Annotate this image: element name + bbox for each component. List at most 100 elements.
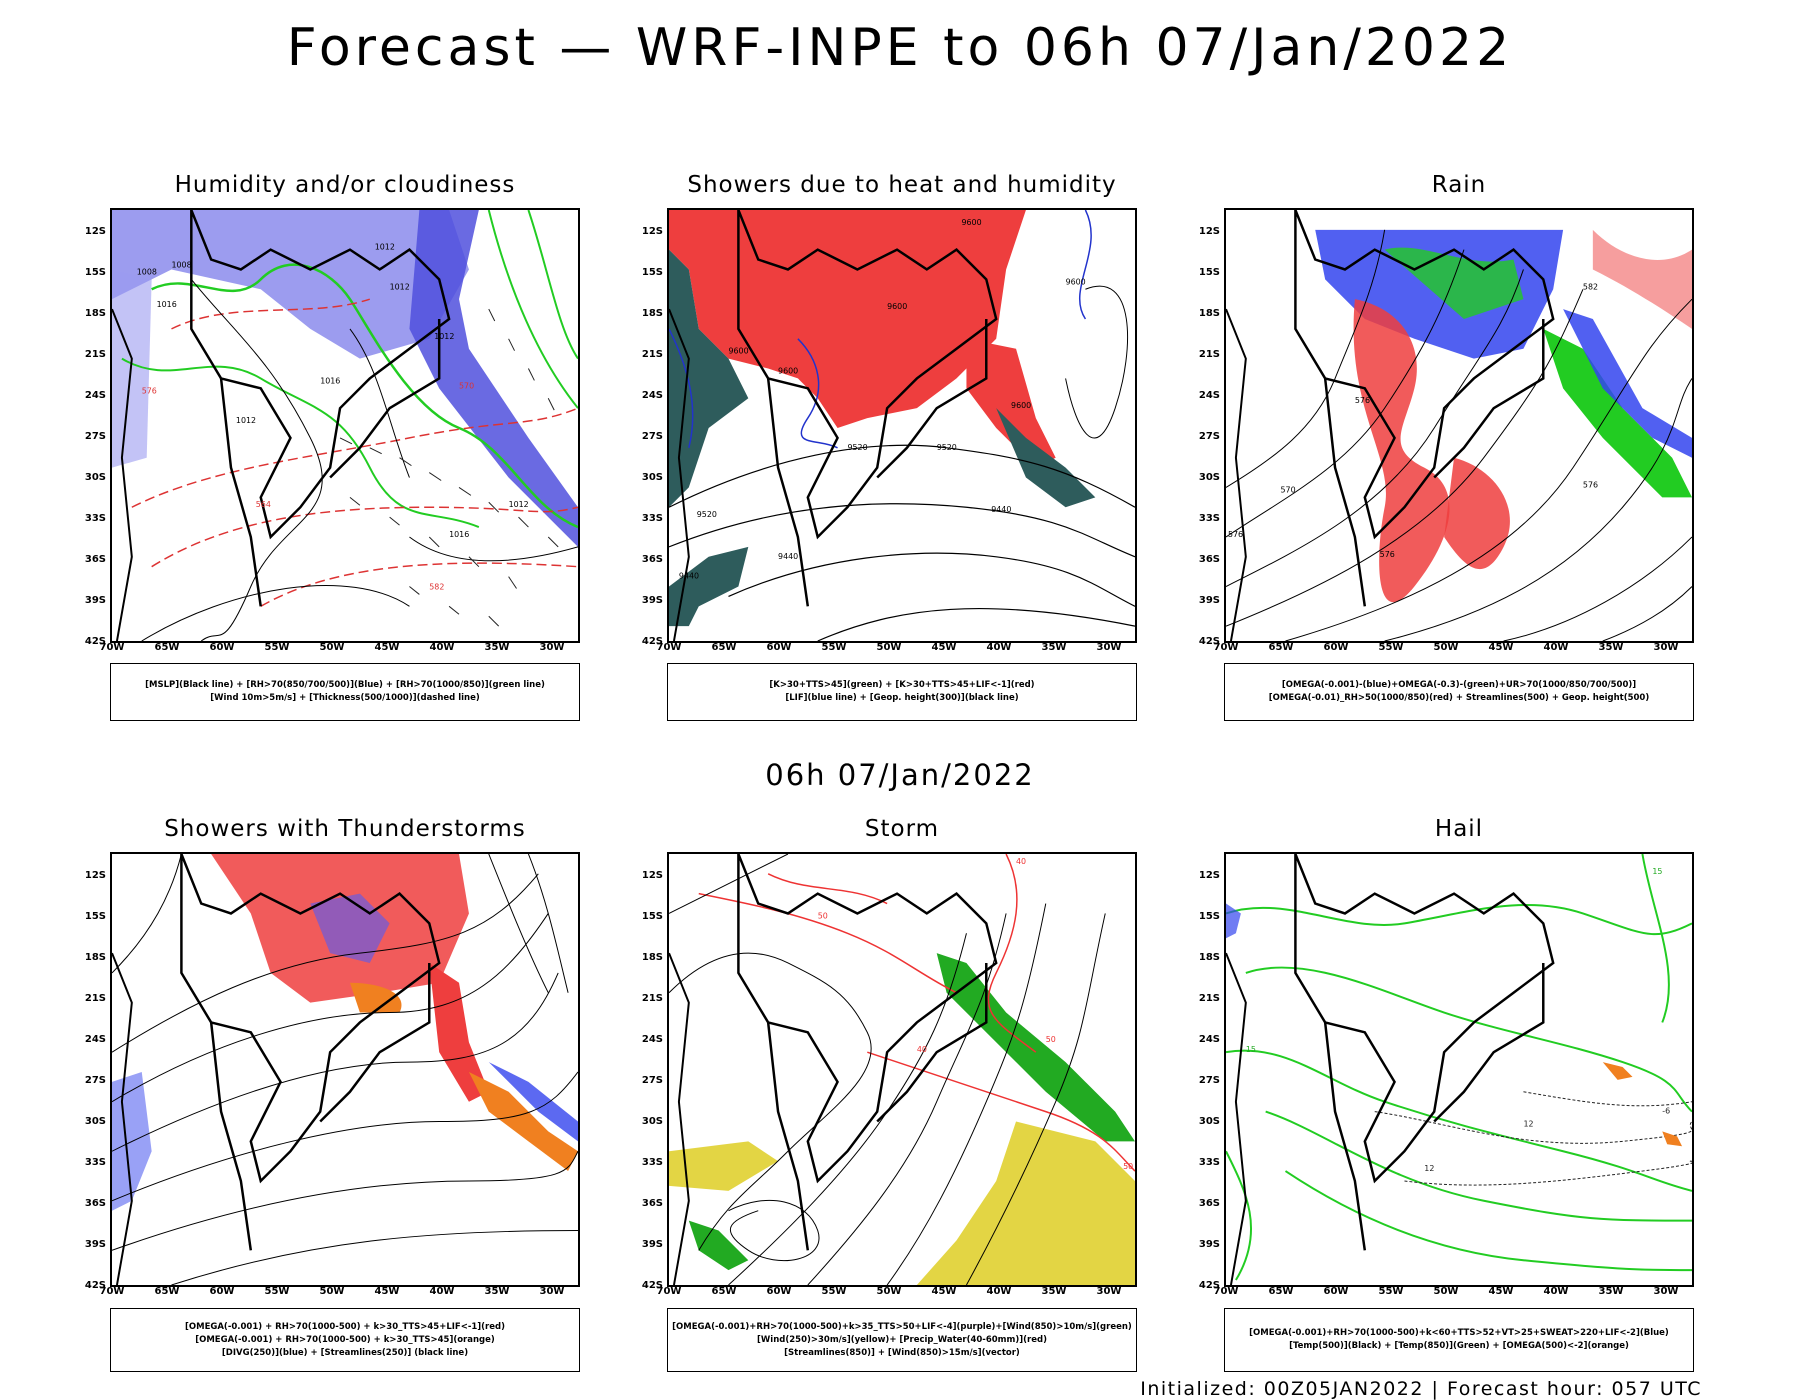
map-storm-canvas: 40 50 50 50 40 <box>669 854 1135 1285</box>
lat-tick-label: 27S <box>84 1075 106 1086</box>
legend-humidity: [MSLP](Black line) + [RH>70(850/700/500)… <box>110 663 580 721</box>
label: 582 <box>429 582 444 591</box>
lat-tick-label: 24S <box>641 390 663 401</box>
legend-storm: [OMEGA(-0.001)+RH>70(1000-500)+k>35_TTS>… <box>667 1308 1137 1372</box>
lat-tick-label: 24S <box>84 390 106 401</box>
label: 564 <box>256 500 271 509</box>
lon-tick-label: 40W <box>1543 642 1569 653</box>
lon-tick-label: 45W <box>1488 642 1514 653</box>
map-hail: 15 12 12 15 -6 <box>1224 852 1694 1287</box>
lat-tick-label: 39S <box>84 595 106 606</box>
label: 1016 <box>449 530 469 539</box>
lat-tick-label: 15S <box>84 267 106 278</box>
lon-tick-label: 50W <box>876 1286 902 1297</box>
lon-tick-label: 40W <box>1543 1286 1569 1297</box>
lat-tick-label: 42S <box>84 636 106 647</box>
lat-tick-label: 30S <box>641 1116 663 1127</box>
legend-rain: [OMEGA(-0.001)-(blue)+OMEGA(-0.3)-(green… <box>1224 663 1694 721</box>
lat-tick-label: 15S <box>641 267 663 278</box>
lon-tick-label: 70W <box>656 1286 682 1297</box>
panel-title-hail: Hail <box>1434 816 1484 842</box>
lat-tick-label: 42S <box>1198 636 1220 647</box>
map-thunderstorms <box>110 852 580 1287</box>
label: 9600 <box>1066 277 1086 286</box>
label: 1012 <box>236 416 256 425</box>
lat-tick-label: 12S <box>84 226 106 237</box>
lon-tick-label: 45W <box>374 1286 400 1297</box>
label: 9440 <box>679 572 699 581</box>
lon-tick-label: 70W <box>656 642 682 653</box>
lon-tick-label: 65W <box>154 1286 180 1297</box>
panel-title-rain: Rain <box>1431 172 1487 198</box>
lon-tick-label: 65W <box>1268 642 1294 653</box>
lon-tick-label: 60W <box>209 642 235 653</box>
label: 9440 <box>778 552 798 561</box>
lat-tick-label: 42S <box>84 1280 106 1291</box>
lat-tick-label: 30S <box>84 472 106 483</box>
panel-title-showers: Showers due to heat and humidity <box>687 172 1117 198</box>
lat-tick-label: 21S <box>84 349 106 360</box>
label: 50 <box>1123 1162 1133 1171</box>
lat-tick-label: 12S <box>84 870 106 881</box>
map-thunderstorms-canvas <box>112 854 578 1285</box>
map-showers-canvas: 9600 9600 9600 9600 9600 9600 9520 9520 … <box>669 210 1135 641</box>
lon-tick-label: 35W <box>484 1286 510 1297</box>
legend-line: [OMEGA(-0.001)+RH>70(1000-500)+k<60+TTS>… <box>1249 1328 1669 1338</box>
lat-tick-label: 21S <box>641 349 663 360</box>
legend-line: [Temp(500)](Black) + [Temp(850)](Green) … <box>1289 1341 1629 1351</box>
lat-tick-label: 33S <box>84 513 106 524</box>
lat-tick-label: 39S <box>84 1239 106 1250</box>
lon-tick-label: 60W <box>1323 1286 1349 1297</box>
lat-tick-label: 33S <box>84 1157 106 1168</box>
map-rain-canvas: 582 576 576 570 576 576 <box>1226 210 1692 641</box>
lon-tick-label: 40W <box>986 1286 1012 1297</box>
lat-tick-label: 42S <box>1198 1280 1220 1291</box>
lat-tick-label: 33S <box>641 513 663 524</box>
valid-time-title: 06h 07/Jan/2022 <box>765 758 1035 792</box>
lat-tick-label: 36S <box>1198 554 1220 565</box>
legend-line: [Wind(250)>30m/s](yellow)+ [Precip_Water… <box>757 1334 1047 1345</box>
lon-tick-label: 50W <box>319 642 345 653</box>
legend-line: [OMEGA(-0.01)_RH>50(1000/850)(red) + Str… <box>1268 693 1650 703</box>
lat-tick-label: 24S <box>641 1034 663 1045</box>
lon-tick-label: 40W <box>429 1286 455 1297</box>
lat-tick-label: 30S <box>84 1116 106 1127</box>
lat-tick-label: 27S <box>641 1075 663 1086</box>
lat-tick-label: 27S <box>1198 431 1220 442</box>
lat-tick-label: 42S <box>641 1280 663 1291</box>
label: 50 <box>1046 1035 1056 1044</box>
lon-tick-label: 45W <box>931 642 957 653</box>
label: 1016 <box>157 300 177 309</box>
legend-line: [OMEGA(-0.001)+RH>70(1000-500)+k>35_TTS>… <box>672 1321 1132 1332</box>
label: 9440 <box>991 505 1011 514</box>
lon-tick-label: 35W <box>1598 642 1624 653</box>
lat-tick-label: 12S <box>1198 870 1220 881</box>
lon-tick-label: 50W <box>319 1286 345 1297</box>
lat-tick-label: 21S <box>1198 349 1220 360</box>
lat-tick-label: 21S <box>84 993 106 1004</box>
lon-tick-label: 60W <box>766 642 792 653</box>
panel-title-thunderstorms: Showers with Thunderstorms <box>164 816 526 842</box>
label: 576 <box>1583 480 1598 489</box>
lat-tick-label: 12S <box>641 226 663 237</box>
label: 15 <box>1246 1045 1256 1054</box>
label: 9600 <box>961 218 981 227</box>
lon-tick-label: 45W <box>1488 1286 1514 1297</box>
lat-tick-label: 39S <box>1198 1239 1220 1250</box>
lat-tick-label: 33S <box>1198 1157 1220 1168</box>
lat-tick-label: 36S <box>641 1198 663 1209</box>
lon-tick-label: 50W <box>1433 642 1459 653</box>
lon-tick-label: 60W <box>209 1286 235 1297</box>
label: 582 <box>1583 282 1598 291</box>
lon-tick-label: 55W <box>264 642 290 653</box>
lat-tick-label: 18S <box>84 308 106 319</box>
lon-tick-label: 30W <box>539 1286 565 1297</box>
label: 9600 <box>887 302 907 311</box>
label: 570 <box>459 381 474 390</box>
lon-tick-label: 55W <box>1378 1286 1404 1297</box>
lon-tick-label: 35W <box>1598 1286 1624 1297</box>
lon-tick-label: 70W <box>99 1286 125 1297</box>
lon-tick-label: 65W <box>711 1286 737 1297</box>
lat-tick-label: 12S <box>1198 226 1220 237</box>
lat-tick-label: 15S <box>84 911 106 922</box>
